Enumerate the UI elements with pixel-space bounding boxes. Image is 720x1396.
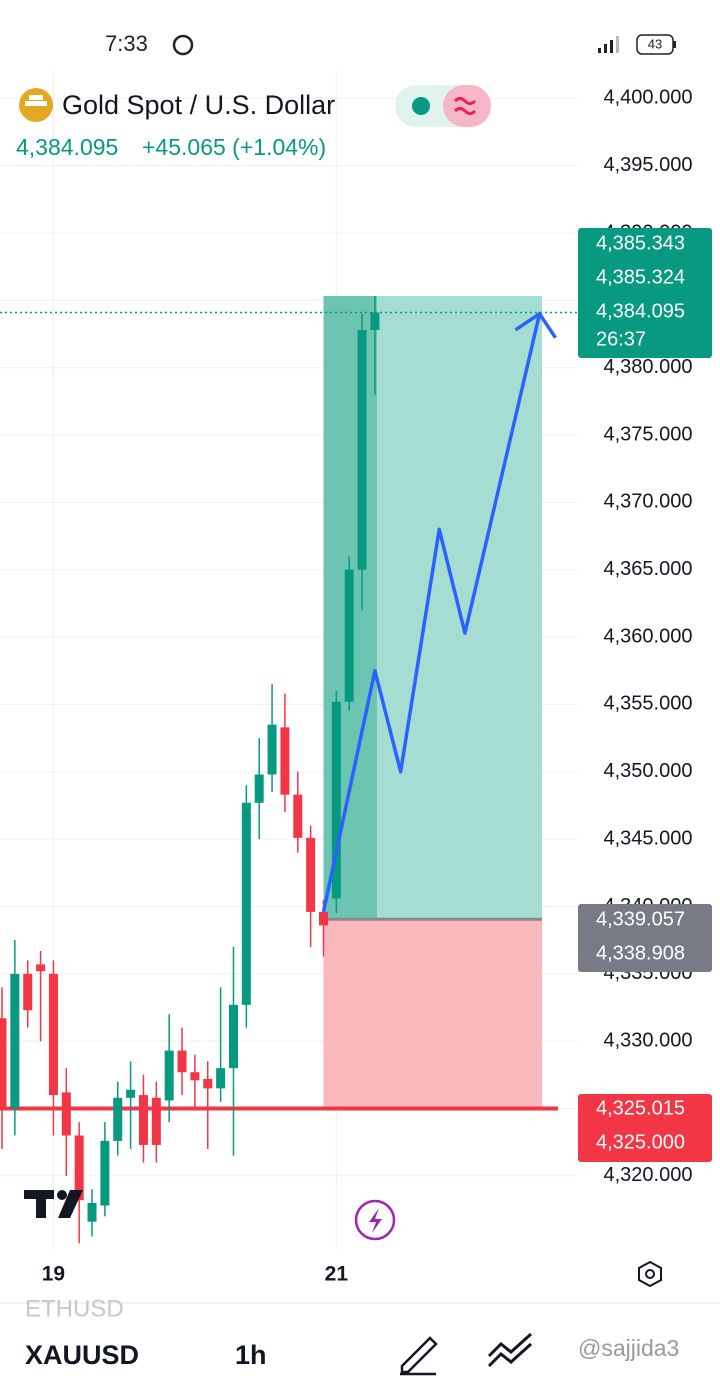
candle-body	[177, 1050, 187, 1073]
candle-body	[190, 1072, 200, 1081]
candle-body	[344, 569, 354, 702]
candle-body	[113, 1097, 123, 1141]
high-price-label: 4,385.343	[596, 232, 685, 254]
candle-body	[319, 911, 328, 926]
candle-body	[267, 724, 277, 775]
settings-button[interactable]	[638, 1260, 662, 1288]
stop-price-label: 4,325.015	[596, 1097, 685, 1119]
prev-symbol: ETHUSD	[25, 1295, 124, 1322]
candle-body	[306, 837, 316, 912]
battery-tip	[673, 41, 676, 48]
y-tick-label: 4,350.000	[604, 760, 693, 782]
level-price-label: 4,325.000	[596, 1131, 685, 1153]
entry-price-label-2: 4,338.908	[596, 942, 685, 964]
y-tick-label: 4,345.000	[604, 827, 693, 849]
symbol-title: Gold Spot / U.S. Dollar	[62, 90, 335, 120]
last-price-label: 4,384.095	[596, 300, 685, 322]
y-tick-label: 4,380.000	[604, 356, 693, 378]
price-badge-green	[578, 228, 712, 358]
loss-zone	[323, 919, 543, 1109]
signal-icons	[598, 36, 619, 53]
tv-logo	[24, 1190, 83, 1218]
battery-level: 43	[648, 36, 662, 51]
x-tick-label: 21	[325, 1263, 349, 1286]
target-price-label: 4,385.324	[596, 266, 685, 288]
delay-icon	[453, 97, 477, 115]
y-tick-label: 4,400.000	[604, 87, 693, 109]
candle-body	[61, 1092, 71, 1136]
candle-body	[216, 1068, 226, 1089]
candle-body	[10, 973, 20, 1109]
bar-countdown: 26:37	[596, 328, 646, 350]
candle-body	[228, 1004, 238, 1069]
lightning-icon	[369, 1208, 382, 1233]
logo-bar	[29, 95, 43, 100]
plot: 19214,400.0004,395.0004,390.0004,385.000…	[0, 70, 720, 1286]
candle-body	[100, 1140, 110, 1206]
candle-body	[151, 1097, 161, 1145]
candle-body	[241, 802, 251, 1005]
candle-body	[74, 1135, 84, 1201]
y-tick-label: 4,375.000	[604, 423, 693, 445]
x-tick-label: 19	[42, 1263, 65, 1286]
y-tick-label: 4,330.000	[604, 1029, 693, 1051]
candle-body	[87, 1202, 97, 1222]
status-time: 7:33	[105, 31, 148, 56]
price: 4,384.095	[16, 134, 118, 160]
watermark: @sajjida3	[578, 1335, 679, 1361]
y-tick-label: 4,320.000	[604, 1164, 693, 1186]
y-tick-label: 4,360.000	[604, 625, 693, 647]
candle-body	[126, 1089, 136, 1098]
y-tick-label: 4,395.000	[604, 154, 693, 176]
candle-body	[164, 1050, 174, 1101]
candle-body	[331, 701, 341, 899]
indicator-button[interactable]	[487, 1332, 533, 1368]
price-badge-gray	[578, 904, 712, 972]
threads-icon	[172, 34, 194, 56]
candle-body	[254, 774, 264, 803]
candle-body	[357, 329, 367, 570]
interval-button[interactable]: 1h	[235, 1340, 267, 1370]
settings-dot	[645, 1269, 655, 1279]
market-open-dot	[412, 97, 430, 115]
candle-body	[370, 312, 380, 330]
price-badge-red	[578, 1094, 712, 1162]
candle-body	[203, 1078, 213, 1089]
y-tick-label: 4,355.000	[604, 693, 693, 715]
symbol-button[interactable]: XAUUSD	[25, 1340, 139, 1370]
candle-body	[0, 1018, 7, 1110]
candle-body	[138, 1095, 148, 1145]
y-tick-label: 4,370.000	[604, 491, 693, 513]
candle-body	[23, 973, 33, 1011]
entry-price-label: 4,339.057	[596, 908, 685, 930]
candle-body	[293, 794, 303, 838]
candle-body	[48, 973, 58, 1096]
price-change: +45.065 (+1.04%)	[142, 134, 326, 160]
projection-path	[321, 313, 542, 913]
draw-tool-button[interactable]	[400, 1336, 438, 1376]
logo-bar	[25, 101, 47, 106]
delay-badge[interactable]	[443, 85, 491, 127]
candle-body	[280, 727, 290, 795]
candle-body	[36, 964, 46, 972]
lightning-button[interactable]	[354, 1199, 396, 1241]
y-tick-label: 4,365.000	[604, 558, 693, 580]
projection-arrowhead	[514, 311, 558, 339]
